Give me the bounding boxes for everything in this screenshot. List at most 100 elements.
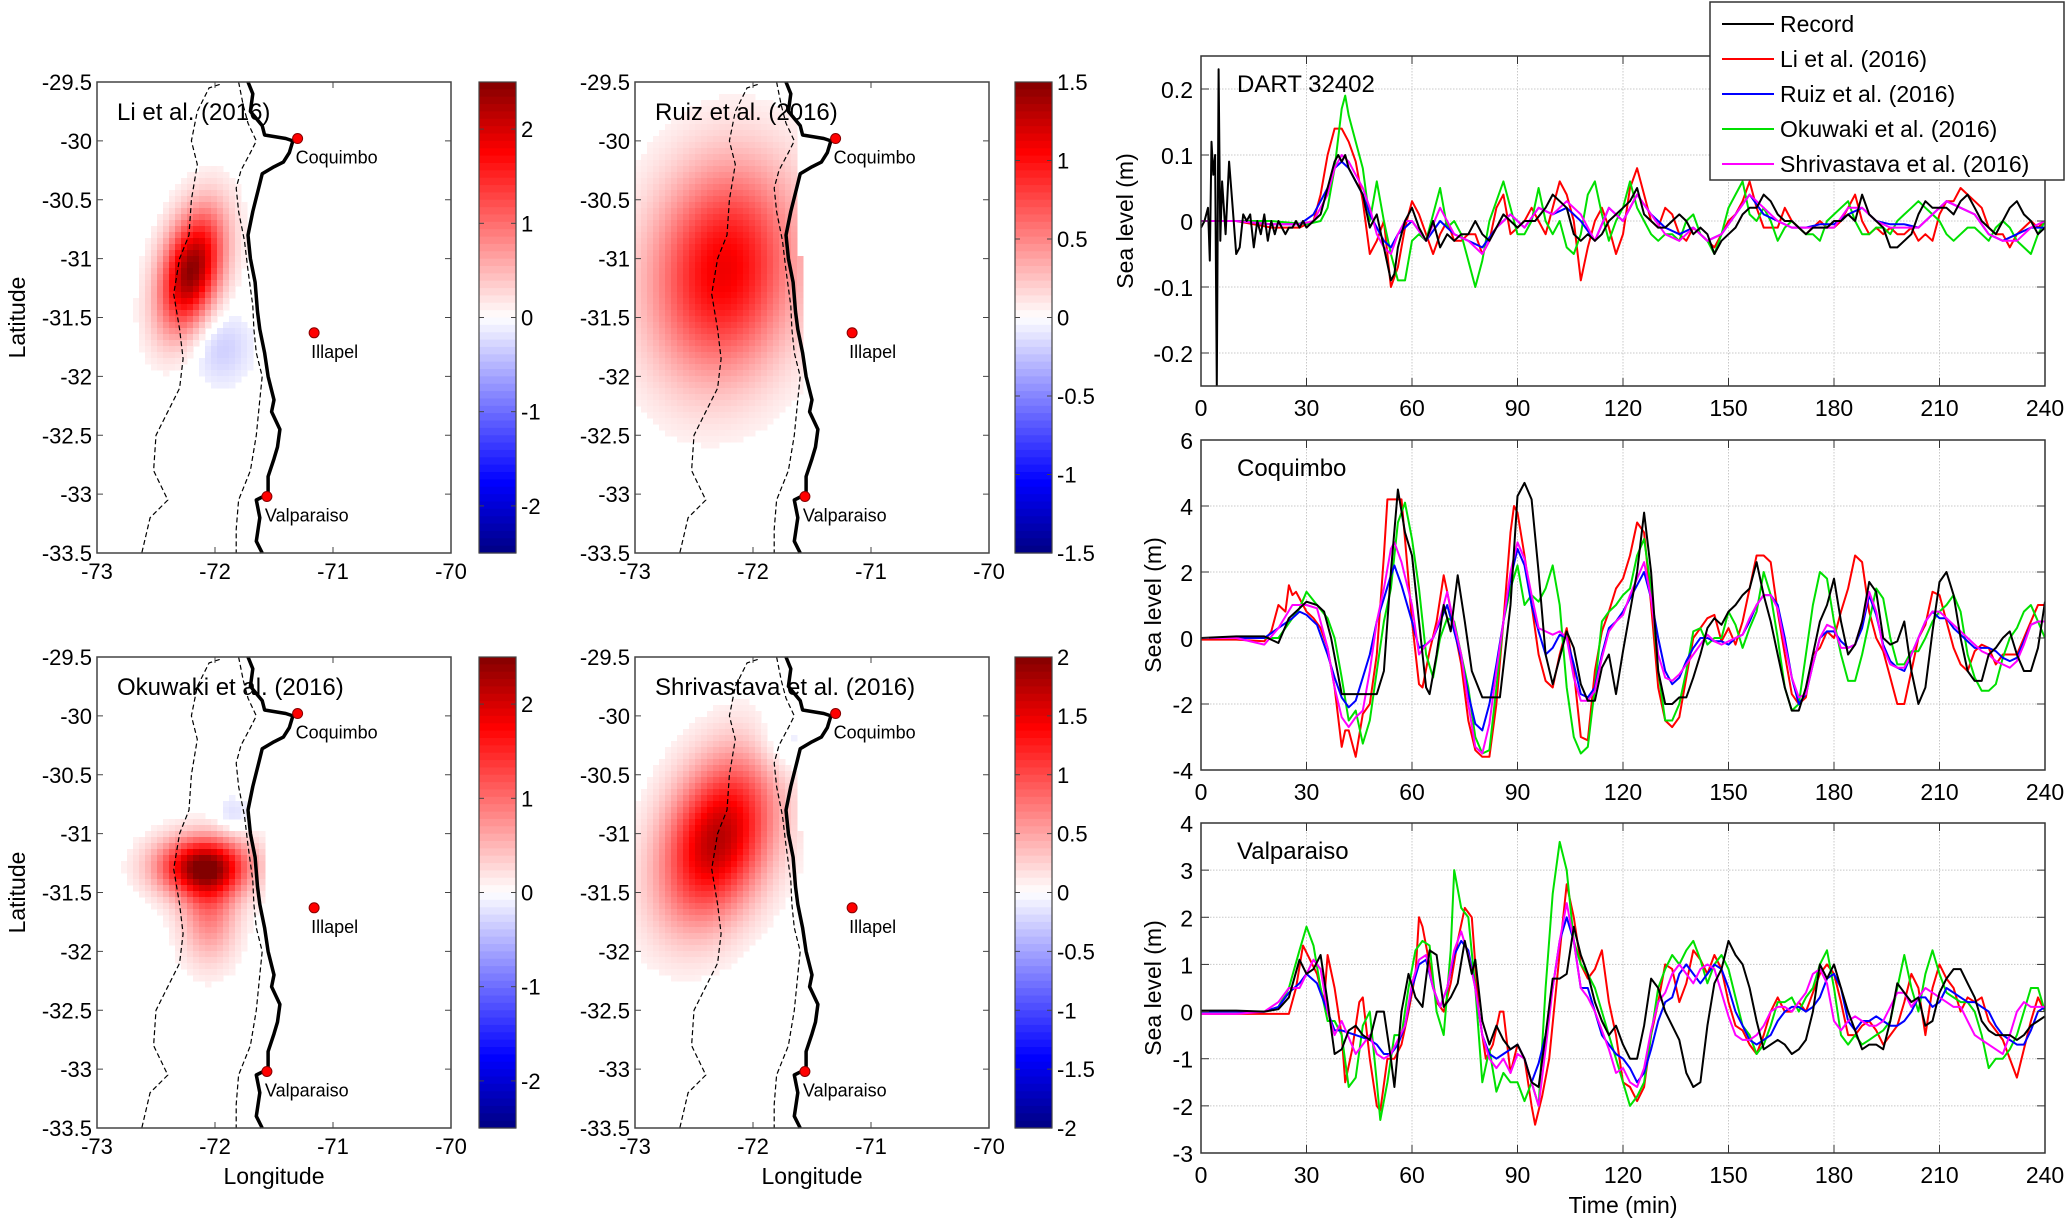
heatmap-cell (791, 813, 798, 820)
heatmap-cell (731, 370, 738, 377)
heatmap-cell (671, 172, 678, 179)
heatmap-cell (767, 406, 774, 413)
heatmap-cell (145, 897, 152, 904)
colorbar-segment (479, 951, 516, 960)
heatmap-cell (677, 927, 684, 934)
heatmap-cell (755, 903, 762, 910)
heatmap-cell (647, 909, 654, 916)
heatmap-cell (707, 945, 714, 952)
heatmap-cell (731, 208, 738, 215)
heatmap-cell (761, 873, 768, 880)
heatmap-cell (211, 262, 218, 269)
heatmap-cell (223, 190, 230, 197)
heatmap-cell (707, 819, 714, 826)
colorbar-segment (479, 1017, 516, 1026)
heatmap-cell (749, 861, 756, 868)
heatmap-cell (719, 795, 726, 802)
heatmap-cell (211, 951, 218, 958)
heatmap-cell (641, 376, 648, 383)
heatmap-cell (725, 262, 732, 269)
heatmap-cell (665, 226, 672, 233)
heatmap-cell (767, 873, 774, 880)
heatmap-cell (755, 316, 762, 323)
heatmap-cell (731, 340, 738, 347)
heatmap-cell (677, 795, 684, 802)
heatmap-cell (217, 891, 224, 898)
heatmap-cell (653, 334, 660, 341)
heatmap-cell (761, 304, 768, 311)
heatmap-cell (677, 316, 684, 323)
heatmap-cell (217, 346, 224, 353)
heatmap-cell (737, 939, 744, 946)
heatmap-cell (163, 256, 170, 263)
heatmap-cell (689, 406, 696, 413)
heatmap-cell (677, 867, 684, 874)
heatmap-cell (677, 148, 684, 155)
heatmap-cell (647, 208, 654, 215)
heatmap-cell (731, 837, 738, 844)
heatmap-cell (689, 759, 696, 766)
heatmap-cell (677, 340, 684, 347)
heatmap-cell (779, 394, 786, 401)
heatmap-cell (187, 969, 194, 976)
heatmap-cell (223, 813, 230, 820)
y-tick-label: 3 (1180, 858, 1193, 884)
heatmap-cell (755, 406, 762, 413)
heatmap-cell (241, 855, 248, 862)
heatmap-cell (121, 861, 128, 868)
heatmap-cell (169, 927, 176, 934)
heatmap-cell (181, 196, 188, 203)
heatmap-cell (205, 292, 212, 299)
heatmap-cell (731, 753, 738, 760)
heatmap-cell (719, 430, 726, 437)
heatmap-cell (743, 735, 750, 742)
colorbar-segment (479, 973, 516, 982)
heatmap-cell (199, 334, 206, 341)
heatmap-cell (199, 849, 206, 856)
heatmap-cell (743, 196, 750, 203)
heatmap-cell (731, 238, 738, 245)
heatmap-cell (797, 861, 804, 868)
heatmap-cell (157, 244, 164, 251)
heatmap-cell (743, 136, 750, 143)
heatmap-cell (749, 358, 756, 365)
heatmap-cell (767, 364, 774, 371)
heatmap-cell (193, 897, 200, 904)
heatmap-cell (689, 753, 696, 760)
heatmap-cell (653, 789, 660, 796)
heatmap-cell (641, 244, 648, 251)
colorbar-segment (479, 782, 516, 791)
heatmap-cell (689, 220, 696, 227)
heatmap-cell (767, 142, 774, 149)
heatmap-cell (193, 969, 200, 976)
heatmap-cell (157, 292, 164, 299)
heatmap-cell (211, 921, 218, 928)
heatmap-cell (205, 286, 212, 293)
heatmap-cell (713, 100, 720, 107)
heatmap-cell (683, 316, 690, 323)
heatmap-cell (773, 771, 780, 778)
heatmap-cell (689, 783, 696, 790)
heatmap-cell (695, 897, 702, 904)
heatmap-cell (671, 298, 678, 305)
heatmap-cell (635, 927, 642, 934)
heatmap-cell (731, 424, 738, 431)
heatmap-cell (689, 262, 696, 269)
colorbar-segment (1015, 398, 1052, 407)
heatmap-cell (235, 352, 242, 359)
heatmap-cell (199, 310, 206, 317)
heatmap-cell (761, 795, 768, 802)
heatmap-cell (701, 933, 708, 940)
heatmap-cell (635, 160, 642, 167)
heatmap-cell (737, 424, 744, 431)
heatmap-cell (743, 903, 750, 910)
heatmap-cell (695, 172, 702, 179)
heatmap-cell (163, 322, 170, 329)
heatmap-cell (791, 849, 798, 856)
heatmap-cell (761, 334, 768, 341)
city-label-valparaiso: Valparaiso (803, 505, 887, 525)
heatmap-cell (695, 178, 702, 185)
heatmap-cell (725, 891, 732, 898)
heatmap-cell (719, 382, 726, 389)
heatmap-cell (247, 358, 254, 365)
